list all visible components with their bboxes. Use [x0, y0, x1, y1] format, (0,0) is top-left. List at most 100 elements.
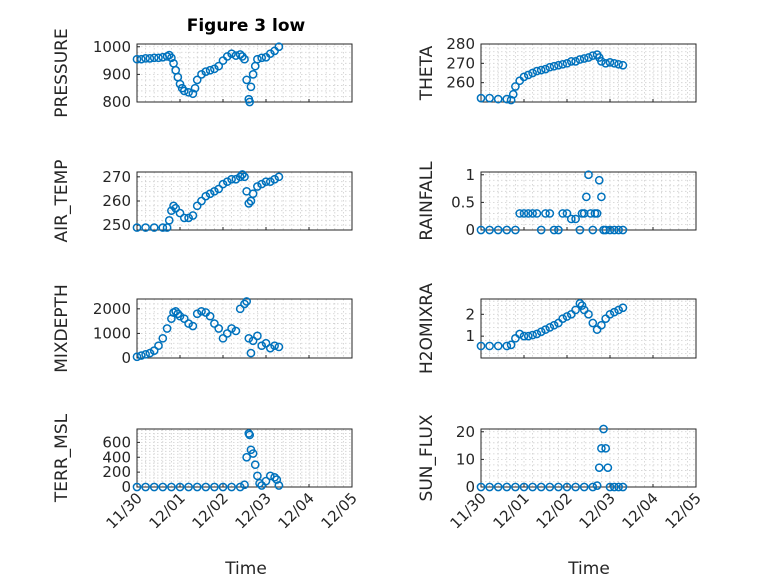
data-point — [485, 93, 494, 103]
data-point — [571, 57, 580, 66]
data-point — [601, 225, 611, 235]
data-point — [603, 463, 613, 473]
data-point — [541, 209, 550, 218]
data-point — [519, 482, 529, 492]
data-point — [244, 333, 254, 343]
data-point — [609, 482, 619, 492]
subplot-mixdepth: 0 1000 2000 MIXDEPTH — [52, 284, 353, 373]
data-point — [214, 61, 224, 71]
data-point — [502, 94, 512, 104]
data-point — [197, 306, 206, 316]
data-point — [558, 314, 568, 324]
data-point — [597, 57, 606, 66]
subplot-pressure: 800 900 1000 PRESSURE — [52, 28, 353, 118]
data-point — [240, 299, 249, 309]
data-point — [136, 54, 146, 64]
y-tick-label: 400 — [102, 448, 131, 466]
data-point — [240, 172, 249, 182]
data-point — [274, 481, 284, 490]
data-point — [227, 174, 236, 184]
data-point — [270, 472, 279, 482]
data-point — [609, 58, 619, 68]
data-point — [265, 177, 275, 187]
data-point — [536, 327, 546, 337]
data-point — [528, 330, 537, 340]
data-point — [493, 482, 503, 492]
data-point — [167, 53, 176, 63]
data-point — [601, 58, 611, 68]
data-point — [253, 471, 262, 481]
data-point — [562, 58, 572, 68]
data-point — [248, 189, 258, 199]
data-point — [592, 325, 602, 334]
data-point — [601, 443, 611, 453]
data-point — [597, 192, 606, 202]
data-point — [599, 424, 608, 434]
data-point — [571, 305, 580, 315]
x-axis-label-left: Time — [224, 559, 267, 579]
data-point — [609, 225, 619, 235]
y-tick-label: 0 — [465, 478, 475, 496]
data-point — [132, 352, 142, 362]
data-point — [169, 201, 178, 211]
data-point — [579, 305, 589, 315]
y-tick-label: 2000 — [93, 300, 131, 318]
x-tick-label: 12/04 — [619, 489, 662, 532]
data-point — [248, 449, 258, 458]
y-tick-label: 260 — [102, 192, 131, 210]
data-point — [240, 54, 249, 64]
data-point — [184, 482, 193, 492]
data-point — [614, 482, 623, 492]
data-point — [227, 49, 236, 59]
data-point — [575, 299, 585, 308]
data-point — [167, 482, 176, 492]
plot-area — [480, 428, 697, 488]
y-tick-label: 20 — [456, 423, 475, 441]
data-point — [523, 70, 533, 80]
x-tick-label: 12/03 — [576, 489, 619, 532]
data-point — [214, 184, 224, 194]
y-axis-label: PRESSURE — [52, 28, 72, 117]
data-point — [179, 86, 189, 96]
axes-border — [480, 43, 697, 103]
data-point — [588, 225, 598, 235]
plot-area — [480, 43, 697, 103]
data-point — [257, 179, 267, 189]
data-point — [149, 482, 159, 492]
data-point — [545, 62, 555, 72]
y-axis-label: TERR_MSL — [52, 413, 72, 503]
data-point — [175, 482, 185, 492]
data-point — [265, 471, 275, 481]
y-tick-label: 1 — [465, 166, 475, 184]
data-point — [614, 305, 623, 315]
data-point — [253, 182, 262, 191]
data-point — [257, 341, 267, 351]
data-point — [592, 481, 602, 490]
data-point — [149, 53, 159, 63]
data-point — [201, 191, 211, 201]
data-point — [554, 225, 563, 235]
plot-area — [480, 171, 697, 231]
data-point — [562, 312, 572, 321]
data-point — [476, 482, 486, 492]
data-point — [571, 214, 580, 224]
data-point — [145, 54, 155, 63]
data-point — [190, 83, 200, 93]
data-point — [618, 303, 628, 313]
data-point — [577, 301, 587, 310]
data-point — [188, 321, 198, 331]
data-point — [179, 213, 189, 223]
data-point — [605, 225, 615, 235]
data-point — [246, 348, 256, 358]
data-point — [519, 331, 529, 341]
data-point — [594, 463, 604, 473]
data-point — [149, 223, 159, 232]
x-tick-label: 12/03 — [232, 489, 275, 532]
data-point — [493, 225, 503, 235]
data-point — [502, 341, 512, 351]
y-axis-label: RAINFALL — [417, 161, 437, 241]
data-point — [235, 172, 245, 182]
data-point — [476, 341, 486, 351]
